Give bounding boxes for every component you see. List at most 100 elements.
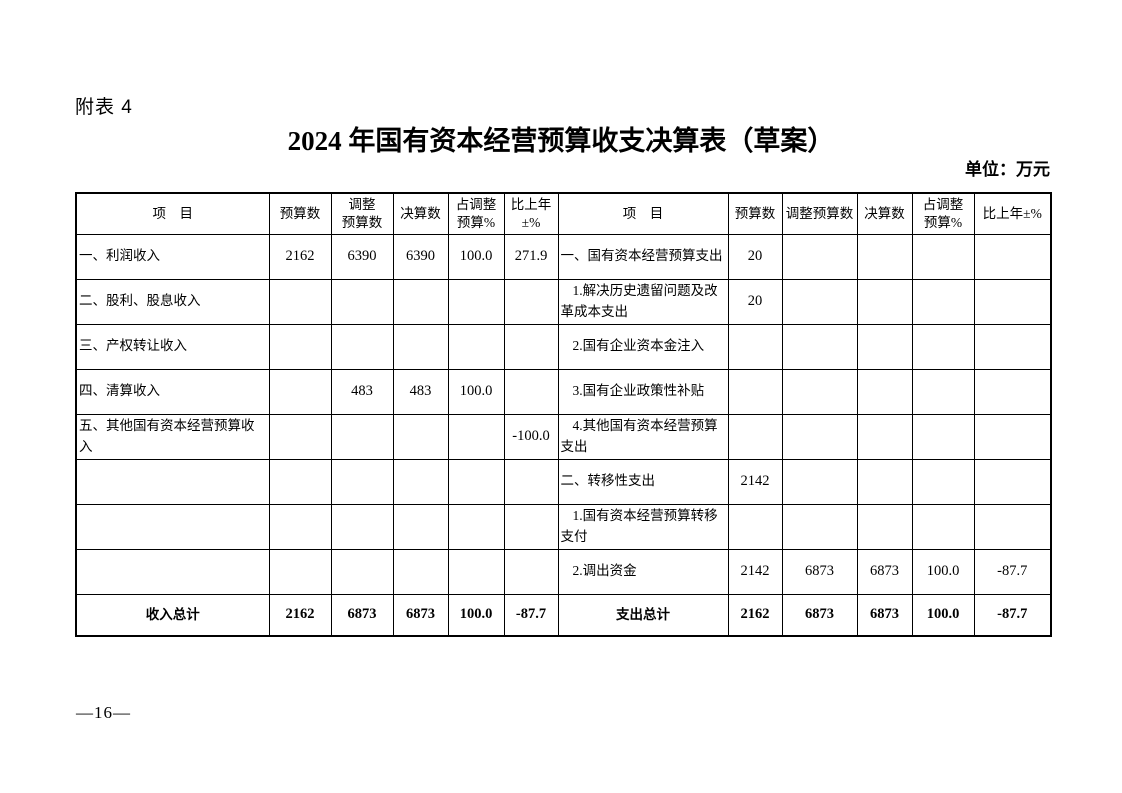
- cell-left-item: 三、产权转让收入: [75, 323, 270, 370]
- col-header-budget-left: 预算数: [268, 192, 332, 235]
- table-row: 一、利润收入 2162 6390 6390 100.0 271.9 一、国有资本…: [75, 233, 1052, 280]
- cell-left-vs: -100.0: [503, 413, 559, 460]
- cell-left-item: 五、其他国有资本经营预算收入: [75, 413, 270, 460]
- cell-expenditure-total-vs: -87.7: [973, 593, 1052, 637]
- cell-right-item: 2.调出资金: [557, 548, 729, 595]
- col-header-adjusted-left: 调整 预算数: [330, 192, 394, 235]
- cell-right-pct: [911, 278, 975, 325]
- page-number: —16—: [76, 703, 131, 722]
- budget-table: 项 目 预算数 调整 预算数 决算数 占调整 预算% 比上年 ±% 项 目 预算…: [75, 192, 1052, 637]
- cell-left-item: 一、利润收入: [75, 233, 270, 280]
- cell-right-budget: 20: [727, 233, 783, 280]
- cell-right-final: [856, 413, 913, 460]
- cell-right-budget: [727, 503, 783, 550]
- cell-left-item: 二、股利、股息收入: [75, 278, 270, 325]
- cell-left-final: 6390: [392, 233, 449, 280]
- cell-left-item: [75, 548, 270, 595]
- cell-left-vs: [503, 503, 559, 550]
- cell-left-budget: [268, 413, 332, 460]
- cell-right-vs: -87.7: [973, 548, 1052, 595]
- cell-right-adjusted: [781, 413, 858, 460]
- cell-revenue-total-label: 收入总计: [75, 593, 270, 637]
- cell-left-adjusted: [330, 503, 394, 550]
- header-row: 项 目 预算数 调整 预算数 决算数 占调整 预算% 比上年 ±% 项 目 预算…: [75, 192, 1052, 235]
- cell-left-budget: [268, 458, 332, 505]
- cell-right-pct: [911, 413, 975, 460]
- cell-left-final: [392, 458, 449, 505]
- cell-right-final: [856, 278, 913, 325]
- cell-left-vs: [503, 458, 559, 505]
- cell-right-vs: [973, 368, 1052, 415]
- cell-expenditure-total-pct: 100.0: [911, 593, 975, 637]
- cell-left-pct: [447, 548, 505, 595]
- cell-right-item: 2.国有企业资本金注入: [557, 323, 729, 370]
- cell-left-item: 四、清算收入: [75, 368, 270, 415]
- cell-left-final: [392, 323, 449, 370]
- cell-left-pct: [447, 458, 505, 505]
- col-header-pct-right: 占调整 预算%: [911, 192, 975, 235]
- cell-right-budget: [727, 323, 783, 370]
- cell-expenditure-total-label: 支出总计: [557, 593, 729, 637]
- cell-left-adjusted: [330, 323, 394, 370]
- cell-right-item: 3.国有企业政策性补贴: [557, 368, 729, 415]
- cell-right-adjusted: 6873: [781, 548, 858, 595]
- cell-right-final: [856, 233, 913, 280]
- col-header-item-right: 项 目: [557, 192, 729, 235]
- cell-left-pct: [447, 323, 505, 370]
- cell-left-adjusted: [330, 278, 394, 325]
- col-header-pct-left: 占调整 预算%: [447, 192, 505, 235]
- cell-right-budget: [727, 413, 783, 460]
- cell-left-final: 483: [392, 368, 449, 415]
- cell-left-adjusted: 6390: [330, 233, 394, 280]
- cell-left-pct: [447, 413, 505, 460]
- cell-left-pct: [447, 278, 505, 325]
- cell-left-vs: 271.9: [503, 233, 559, 280]
- cell-left-budget: 2162: [268, 233, 332, 280]
- cell-right-adjusted: [781, 503, 858, 550]
- cell-left-item: [75, 503, 270, 550]
- cell-expenditure-total-adjusted: 6873: [781, 593, 858, 637]
- cell-left-vs: [503, 548, 559, 595]
- cell-left-pct: 100.0: [447, 368, 505, 415]
- table-row: 1.国有资本经营预算转移支付: [75, 503, 1052, 550]
- unit-label: 单位：万元: [965, 160, 1050, 179]
- cell-left-final: [392, 548, 449, 595]
- cell-right-pct: [911, 458, 975, 505]
- cell-right-budget: 2142: [727, 458, 783, 505]
- table-row: 2.调出资金 2142 6873 6873 100.0 -87.7: [75, 548, 1052, 595]
- cell-left-adjusted: 483: [330, 368, 394, 415]
- cell-left-final: [392, 413, 449, 460]
- cell-expenditure-total-final: 6873: [856, 593, 913, 637]
- cell-left-vs: [503, 278, 559, 325]
- cell-revenue-total-budget: 2162: [268, 593, 332, 637]
- cell-right-item: 1.国有资本经营预算转移支付: [557, 503, 729, 550]
- cell-right-adjusted: [781, 458, 858, 505]
- col-header-vs-left: 比上年 ±%: [503, 192, 559, 235]
- cell-right-vs: [973, 458, 1052, 505]
- cell-right-pct: [911, 503, 975, 550]
- table-row: 三、产权转让收入 2.国有企业资本金注入: [75, 323, 1052, 370]
- cell-right-pct: [911, 323, 975, 370]
- cell-right-vs: [973, 233, 1052, 280]
- cell-right-adjusted: [781, 368, 858, 415]
- cell-left-budget: [268, 278, 332, 325]
- cell-right-final: [856, 323, 913, 370]
- cell-left-adjusted: [330, 548, 394, 595]
- cell-right-item: 1.解决历史遗留问题及改革成本支出: [557, 278, 729, 325]
- cell-right-vs: [973, 413, 1052, 460]
- cell-right-item: 二、转移性支出: [557, 458, 729, 505]
- cell-right-adjusted: [781, 278, 858, 325]
- annex-label: 附表 4: [75, 97, 133, 118]
- cell-revenue-total-adjusted: 6873: [330, 593, 394, 637]
- cell-right-vs: [973, 323, 1052, 370]
- cell-left-budget: [268, 503, 332, 550]
- cell-left-item: [75, 458, 270, 505]
- col-header-adjusted-right: 调整预算数: [781, 192, 858, 235]
- cell-right-adjusted: [781, 233, 858, 280]
- cell-revenue-total-vs: -87.7: [503, 593, 559, 637]
- col-header-item-left: 项 目: [75, 192, 270, 235]
- cell-left-budget: [268, 368, 332, 415]
- col-header-final-right: 决算数: [856, 192, 913, 235]
- cell-right-pct: [911, 368, 975, 415]
